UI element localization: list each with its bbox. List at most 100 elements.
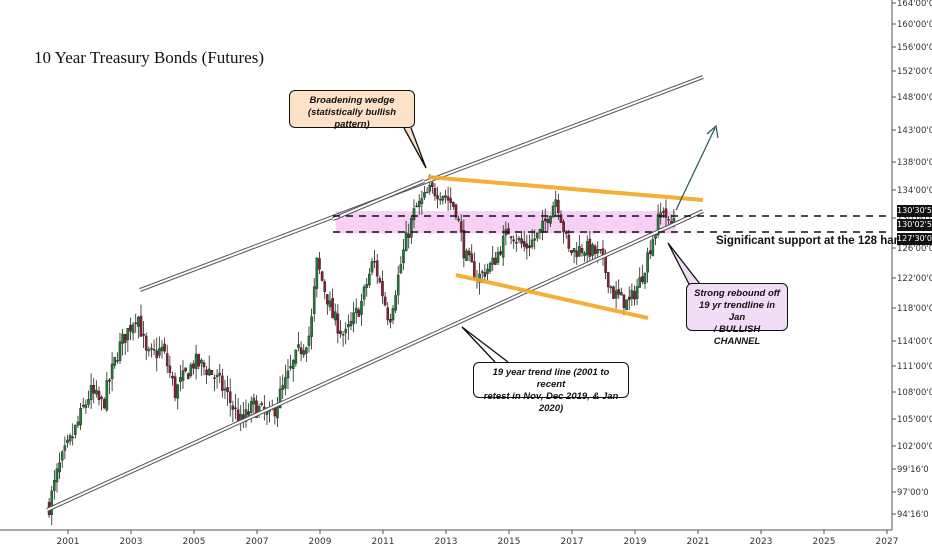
candle-body	[291, 360, 295, 369]
price-tick-label: 134'00'0	[897, 186, 932, 196]
candle-body	[635, 286, 639, 299]
candle-body	[420, 198, 424, 204]
candle-body	[375, 260, 379, 277]
candle-body	[664, 208, 668, 218]
candle-body	[564, 231, 568, 234]
price-tick-label: 152'00'0	[897, 67, 932, 77]
time-tick-label: 2023	[750, 537, 773, 547]
candle-body	[95, 389, 98, 395]
candle-body	[538, 229, 542, 233]
candle-body	[591, 244, 594, 256]
candle-body	[171, 375, 174, 379]
candle-body	[415, 205, 418, 208]
price-tag-low: 127'30'0	[897, 233, 932, 245]
candle-body	[593, 245, 597, 255]
price-tick-label: 126'00'0	[897, 244, 932, 254]
candle-body	[100, 396, 103, 399]
candle-body	[312, 286, 316, 314]
candle-body	[305, 347, 308, 354]
candle-body	[488, 263, 492, 272]
candle-body	[53, 479, 56, 491]
candle-body	[370, 261, 374, 273]
candle-body	[179, 377, 182, 383]
rebound-callout-line-3: / BULLISH CHANNEL	[713, 324, 761, 347]
candle-body	[320, 271, 324, 281]
candle-body	[622, 294, 626, 308]
rebound-callout-line-1: Strong rebound off	[694, 288, 780, 299]
candle-body	[641, 276, 644, 283]
candle-body	[585, 241, 589, 256]
candle-body	[575, 250, 579, 257]
candle-body	[449, 198, 453, 204]
candle-body	[578, 246, 581, 257]
candle-body	[465, 250, 468, 261]
candle-body	[588, 238, 592, 257]
candle-body	[223, 388, 227, 391]
candle-body	[620, 292, 623, 296]
candle-body	[215, 374, 219, 377]
candle-body	[614, 290, 618, 299]
candle-body	[181, 370, 185, 381]
candle-body	[139, 315, 143, 337]
candle-body	[559, 214, 563, 223]
candle-body	[630, 290, 634, 299]
candle-body	[431, 182, 434, 188]
candle-body	[522, 241, 526, 247]
candle-body	[541, 220, 544, 233]
wedge-upper-line	[427, 175, 704, 202]
time-tick-label: 2011	[372, 537, 395, 547]
candle-body	[150, 347, 153, 350]
candle-body	[110, 363, 114, 379]
candle-body	[512, 239, 516, 242]
candle-body	[459, 221, 463, 233]
candle-body	[515, 242, 518, 244]
candle-body	[365, 284, 369, 288]
wedge-callout-pointer	[403, 127, 427, 169]
candle-body	[260, 403, 264, 405]
candle-body	[87, 399, 90, 405]
candle-body	[284, 377, 287, 389]
candle-body	[68, 435, 72, 442]
candle-body	[226, 387, 229, 392]
candle-body	[286, 370, 290, 379]
candle-body	[200, 359, 203, 364]
candle-body	[160, 346, 164, 352]
support-label: Significant support at the 128 handle	[716, 235, 918, 247]
wedge-callout-line-1: Broadening wedge	[309, 95, 395, 106]
candle-body	[194, 353, 198, 369]
candle-body	[425, 191, 429, 194]
candle-body	[525, 243, 529, 249]
candle-body	[50, 490, 54, 515]
candle-body	[627, 296, 631, 301]
candle-body	[662, 211, 665, 213]
candle-body	[247, 411, 250, 416]
candle-body	[234, 407, 237, 410]
candle-body	[310, 316, 313, 337]
candle-body	[116, 360, 119, 362]
candle-body	[446, 196, 450, 201]
price-tag-high: 130'30'5	[897, 205, 932, 217]
price-tick-label: 122'00'0	[897, 274, 932, 284]
price-tick-label: 97'00'0	[897, 488, 929, 498]
time-tick-label: 2001	[57, 537, 80, 547]
trend-callout-line-1: 19 year trend line (2001 to recent	[492, 367, 610, 390]
candle-body	[249, 401, 253, 413]
candle-body	[349, 321, 353, 327]
candle-body	[102, 399, 106, 409]
candle-body	[307, 335, 311, 346]
candle-body	[368, 273, 371, 286]
candle-body	[457, 218, 460, 221]
candle-body	[499, 251, 502, 255]
candle-body	[599, 249, 602, 251]
candle-body	[186, 373, 190, 380]
candle-body	[667, 219, 670, 221]
candle-body	[454, 204, 458, 218]
candle-body	[252, 397, 256, 405]
candle-body	[76, 421, 80, 426]
candle-body	[84, 404, 88, 409]
rebound-callout: Strong rebound off 19 yr trendline in Ja…	[686, 283, 788, 347]
candle-body	[520, 238, 523, 244]
candle-body	[656, 214, 660, 236]
candle-body	[60, 451, 64, 461]
price-tick-label: 148'00'0	[897, 93, 932, 103]
